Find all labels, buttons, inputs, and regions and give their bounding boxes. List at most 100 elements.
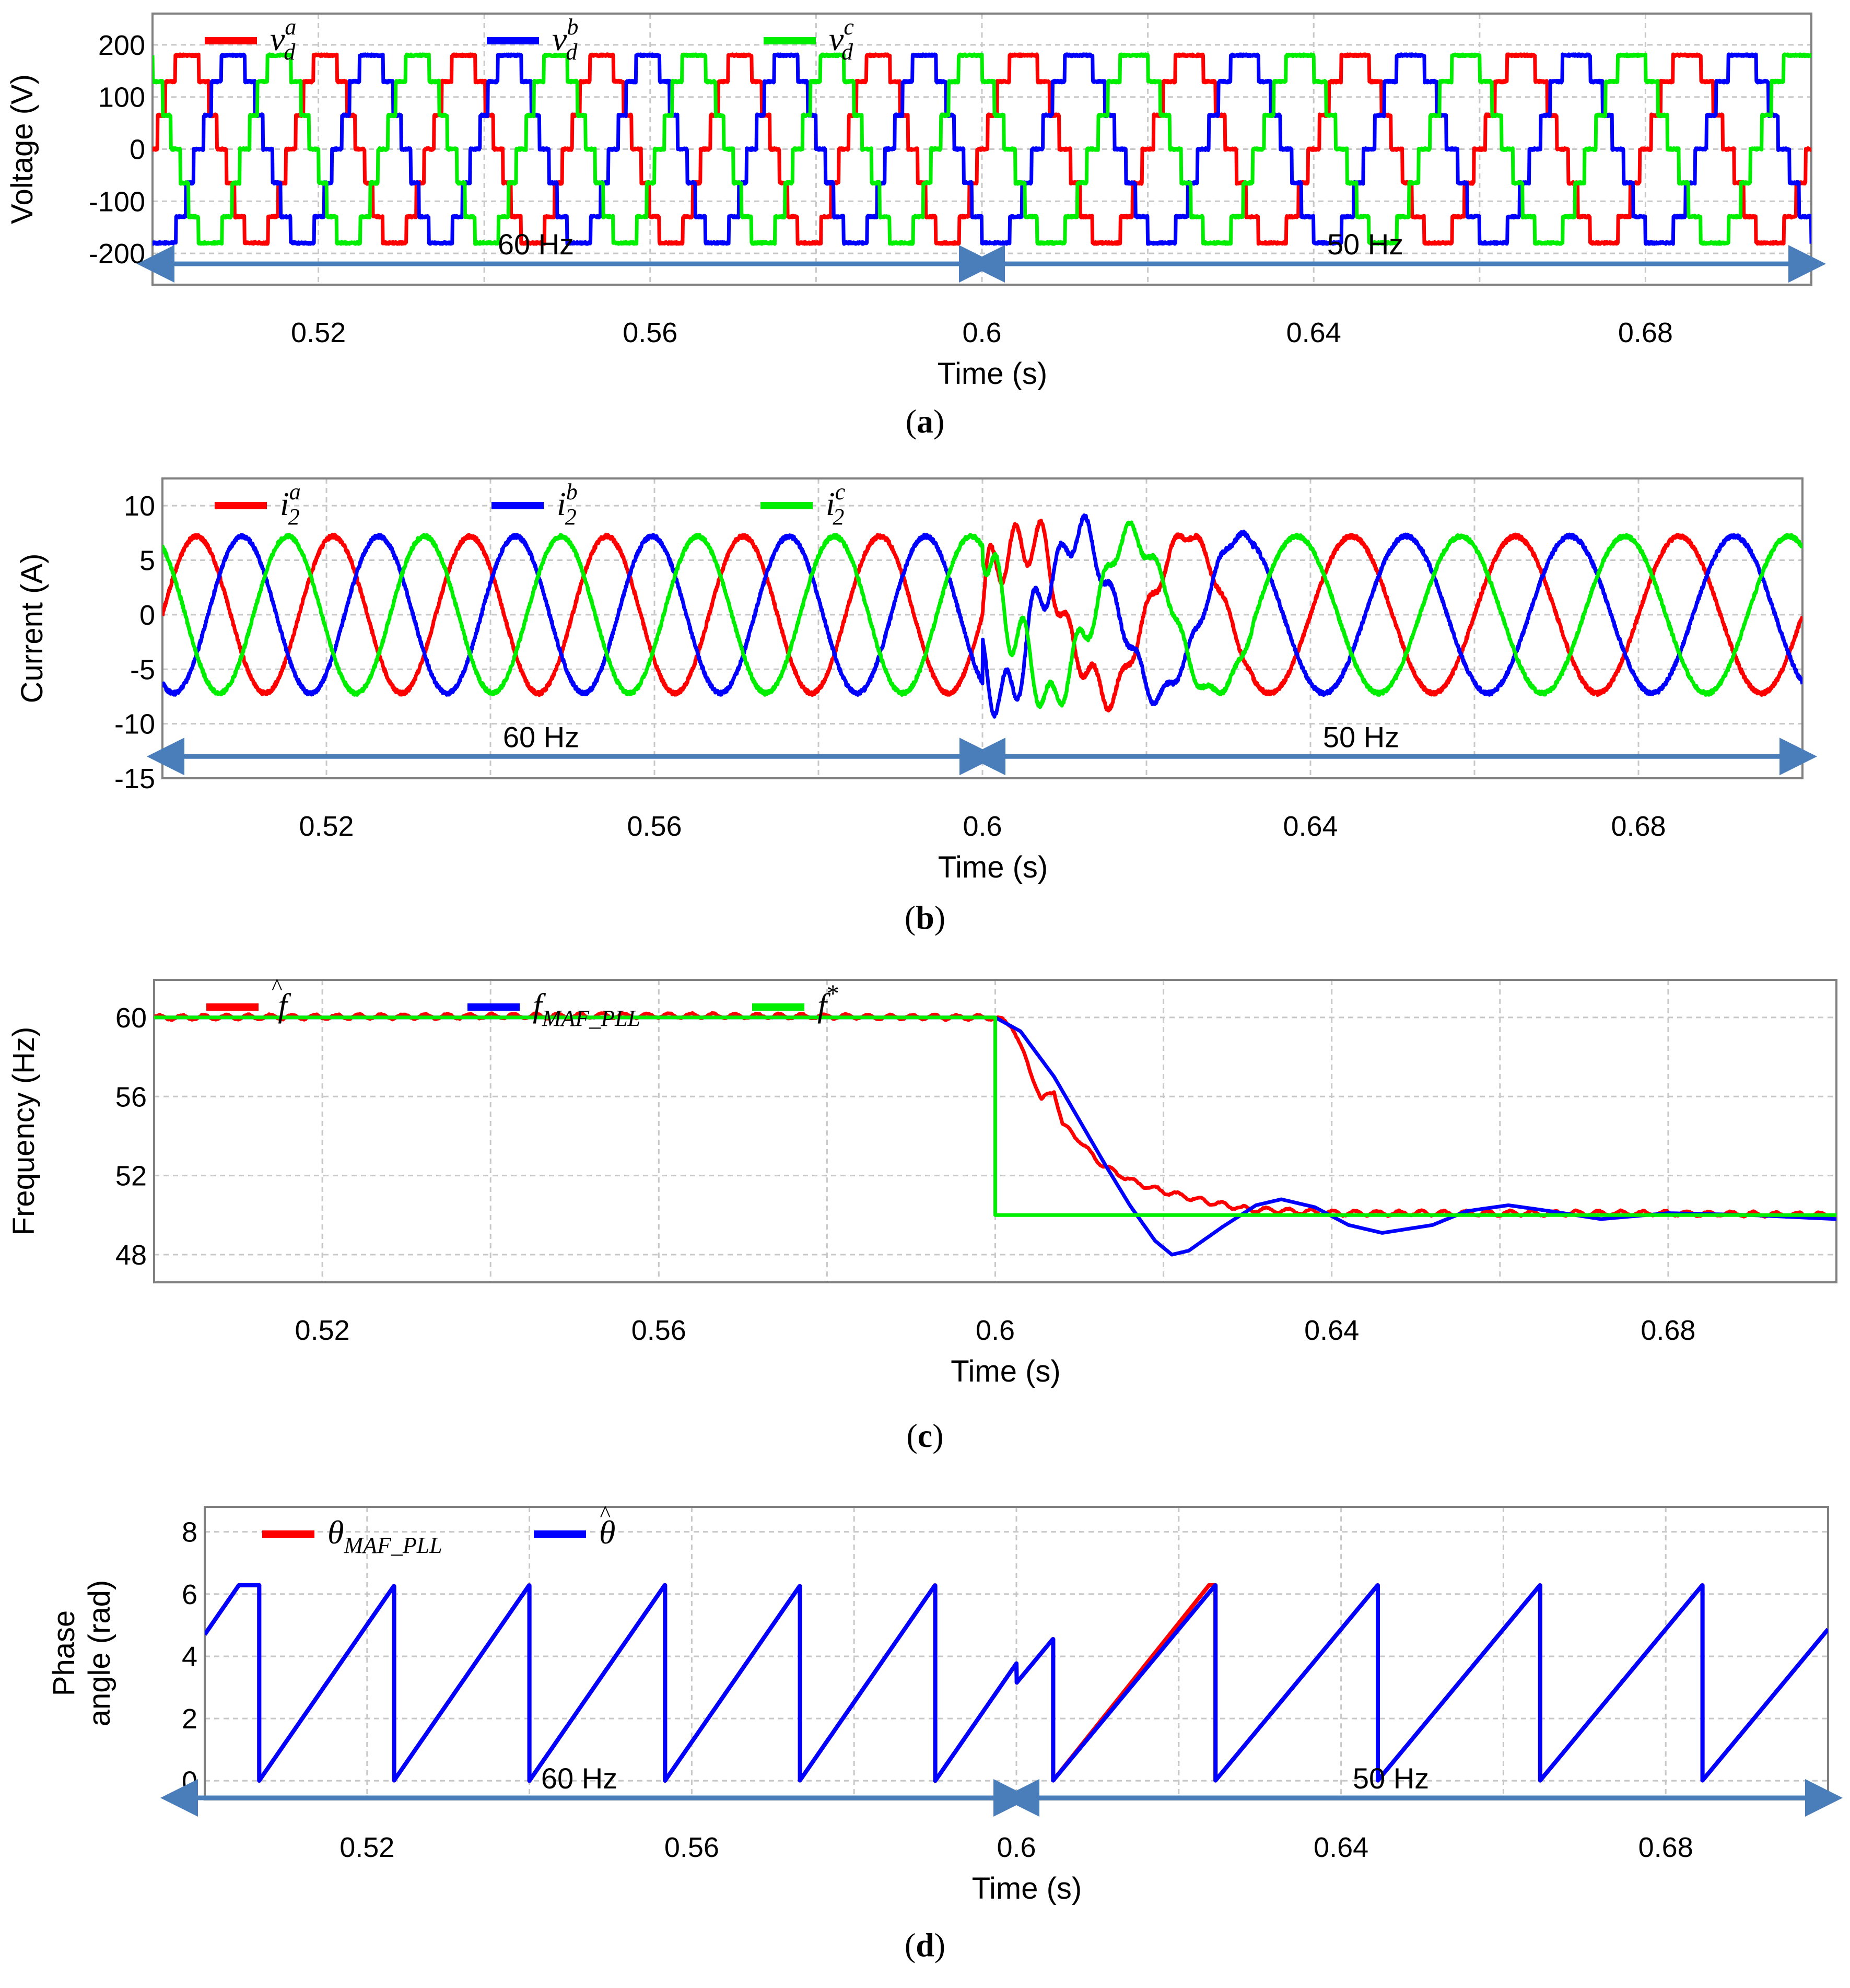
- x-tick-label: 0.64: [1283, 811, 1338, 842]
- legend-superscript: b: [567, 14, 578, 40]
- y-tick-label: 200: [98, 30, 145, 61]
- x-tick-label: 0.64: [1286, 317, 1341, 348]
- series-group: [162, 513, 1802, 719]
- panel-d-phase-angle: 8 6 4 2 0 0.52 0.56 0.6 0.64 0.68 Time (s) Phase ang…: [47, 1501, 1843, 1963]
- frequency-span-label: 60 Hz: [503, 720, 579, 753]
- x-tick-label: 0.56: [627, 811, 682, 842]
- legend-hat: ^: [600, 1501, 611, 1527]
- legend-base: i: [557, 485, 566, 522]
- x-tick-label: 0.56: [631, 1315, 686, 1346]
- series-line-i_2^c: [162, 520, 1802, 709]
- x-tick-label: 0.6: [997, 1832, 1036, 1863]
- legend-label: vb d: [552, 14, 578, 65]
- x-tick-label: 0.68: [1618, 317, 1673, 348]
- x-tick-label: 0.52: [295, 1315, 350, 1346]
- panel-b-current: 10 5 0 -5 -10 -15 0.52 0.56 0.6 0.64 0.68 Time (s) C…: [15, 477, 1817, 936]
- x-axis-label: Time (s): [951, 1354, 1060, 1388]
- y-tick-label: 52: [115, 1161, 147, 1192]
- y-tick-label: -200: [89, 238, 145, 270]
- legend-subscript: d: [566, 39, 578, 65]
- frequency-span-label: 60 Hz: [498, 228, 574, 261]
- y-axis-label: Frequency (Hz): [7, 1027, 41, 1236]
- legend-label: θ^: [599, 1501, 615, 1551]
- legend-superscript: a: [289, 479, 301, 505]
- x-tick-label: 0.6: [962, 317, 1001, 348]
- legend-superscript: *: [827, 980, 839, 1008]
- legend-subscript: 2: [288, 504, 300, 530]
- legend: ia 2 ib 2 ic 2: [215, 479, 846, 530]
- y-axis-label: Voltage (V): [5, 74, 39, 224]
- gridlines: [162, 478, 1802, 778]
- y-tick-label: -15: [114, 763, 155, 794]
- y-axis-label: Current (A): [15, 554, 49, 704]
- series-line-v_d^c: [153, 52, 1811, 246]
- plot-frame: [161, 477, 1804, 779]
- caption-open-paren: (: [906, 403, 917, 440]
- legend: va d vb d vc d: [205, 14, 854, 65]
- caption-open-paren: (: [906, 1417, 917, 1454]
- series-group: [205, 1583, 1828, 1783]
- legend-subscript: 2: [565, 504, 577, 530]
- x-tick-label: 0.6: [963, 811, 1002, 842]
- y-tick-label: 60: [115, 1002, 147, 1034]
- legend-superscript: b: [566, 479, 578, 505]
- y-tick-label: 8: [182, 1517, 197, 1548]
- caption-letter: c: [918, 1417, 932, 1454]
- legend-subscript: d: [284, 39, 296, 65]
- y-tick-label: 56: [115, 1081, 147, 1113]
- y-tick-label: 100: [98, 82, 145, 113]
- plot-frame: [153, 979, 1837, 1283]
- caption-open-paren: (: [905, 899, 916, 936]
- panel-caption: (a): [906, 403, 945, 440]
- panel-caption: (b): [905, 899, 945, 936]
- series-group: [153, 52, 1811, 246]
- y-axis-label-line: angle (rad): [83, 1580, 116, 1726]
- x-tick-label: 0.52: [339, 1832, 394, 1863]
- series-line-i_2^a: [162, 519, 1802, 712]
- panel-a-voltage: 200 100 0 -100 -200 0.52 0.56 0.6 0.64 0.68 Time (…: [5, 13, 1826, 440]
- y-tick-label: -5: [130, 654, 155, 685]
- y-tick-label: 10: [124, 490, 155, 522]
- y-axis-label-line: Phase: [47, 1610, 81, 1696]
- frequency-span-label: 60 Hz: [541, 1762, 617, 1795]
- caption-close-paren: ): [932, 1417, 943, 1454]
- x-tick-label: 0.68: [1638, 1832, 1693, 1863]
- legend-hat: ^: [272, 974, 283, 1000]
- legend-base: i: [280, 485, 289, 522]
- x-tick-label: 0.56: [623, 317, 677, 348]
- legend-base: v: [829, 20, 844, 57]
- gridlines: [205, 1507, 1828, 1799]
- legend-base: v: [552, 20, 567, 57]
- y-tick-label: -10: [114, 709, 155, 740]
- legend-superscript: a: [285, 14, 296, 40]
- panel-caption: (d): [905, 1926, 945, 1963]
- legend-label: fMAF_PLL: [533, 987, 640, 1031]
- caption-close-paren: ): [933, 403, 944, 440]
- caption-letter: b: [916, 899, 934, 936]
- legend-subscript: 2: [833, 504, 844, 530]
- y-tick-label: 0: [182, 1765, 197, 1797]
- y-tick-label: 5: [139, 545, 155, 577]
- legend-label: θMAF_PLL: [327, 1514, 442, 1558]
- frequency-span-label: 50 Hz: [1353, 1762, 1429, 1795]
- y-tick-label: 4: [182, 1641, 197, 1673]
- series-line-f_star: [154, 1015, 1836, 1217]
- x-tick-label: 0.6: [976, 1315, 1015, 1346]
- legend-subscript: MAF_PLL: [542, 1005, 640, 1031]
- x-tick-label: 0.64: [1314, 1832, 1368, 1863]
- caption-close-paren: ): [934, 1926, 945, 1963]
- y-tick-label: 6: [182, 1579, 197, 1610]
- series-line-v_d^a: [153, 52, 1811, 246]
- series-line-i_2^b: [162, 513, 1802, 719]
- legend-base: i: [826, 485, 835, 522]
- legend-subscript: d: [841, 39, 853, 65]
- legend-base: θ: [327, 1514, 344, 1551]
- y-tick-label: 0: [130, 134, 145, 166]
- series-group: [154, 1011, 1836, 1257]
- legend: θMAF_PLL θ^: [262, 1501, 615, 1558]
- legend-superscript: c: [835, 479, 846, 505]
- y-tick-label: -100: [89, 186, 145, 217]
- legend-label: ic 2: [826, 479, 846, 530]
- legend-label: va d: [270, 14, 296, 65]
